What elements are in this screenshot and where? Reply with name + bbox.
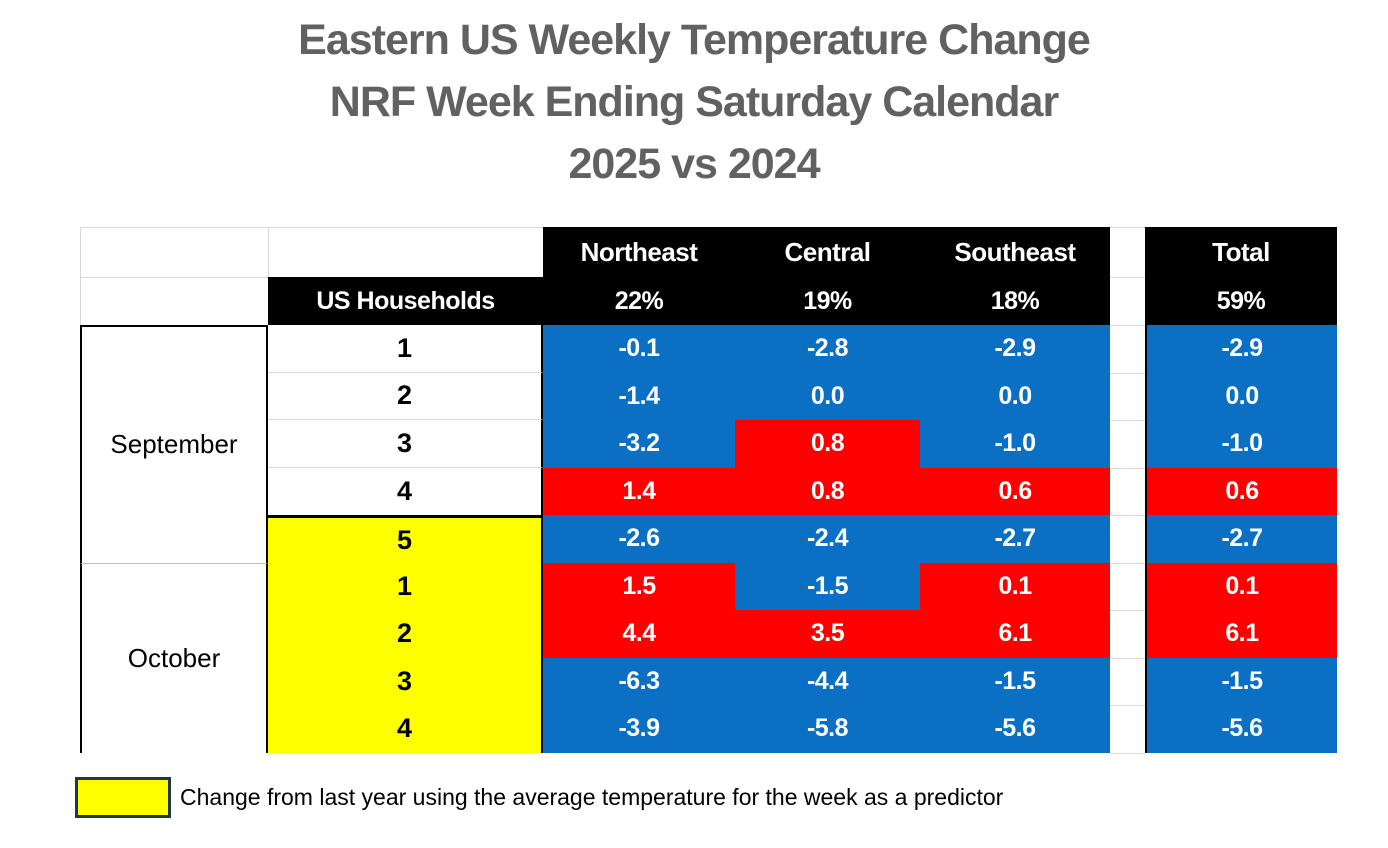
week-cell-september-5: 5 — [268, 515, 543, 563]
value-cell-september-w2-total: 0.0 — [1145, 372, 1337, 420]
column-header-total: Total 59% — [1145, 227, 1337, 325]
value-cell-september-w5-northeast: -2.6 — [543, 515, 735, 563]
column-header-label: Total — [1212, 237, 1270, 267]
value-cell-october-w4-northeast: -3.9 — [543, 705, 735, 753]
chart-title-line-2: NRF Week Ending Saturday Calendar — [329, 78, 1059, 126]
gridline — [1110, 227, 1145, 228]
value-cell-september-w5-southeast: -2.7 — [920, 515, 1110, 563]
gridline — [1110, 657, 1145, 659]
value-cell-september-w1-northeast: -0.1 — [543, 325, 735, 373]
value-cell-october-w1-northeast: 1.5 — [543, 562, 735, 610]
gridline — [1110, 562, 1145, 564]
week-cell-october-1: 1 — [268, 562, 543, 610]
value-cell-september-w4-central: 0.8 — [735, 467, 920, 515]
gridline — [80, 277, 268, 278]
gridline — [1110, 610, 1145, 611]
value-cell-september-w1-southeast: -2.9 — [920, 325, 1110, 373]
value-cell-october-w1-southeast: 0.1 — [920, 562, 1110, 610]
value-cell-september-w2-central: 0.0 — [735, 372, 920, 420]
households-row-label: US Households — [268, 277, 543, 325]
households-share-value: 18% — [990, 287, 1040, 315]
value-cell-october-w2-southeast: 6.1 — [920, 610, 1110, 658]
gridline — [1110, 752, 1145, 754]
chart-title-line-3: 2025 vs 2024 — [568, 140, 820, 188]
value-cell-october-w1-central: -1.5 — [735, 562, 920, 610]
gridline — [1110, 277, 1145, 278]
value-cell-september-w3-total: -1.0 — [1145, 420, 1337, 468]
chart-title: Eastern US Weekly Temperature Change NRF… — [0, 9, 1388, 195]
month-cell-september: September — [80, 325, 268, 563]
legend-text: Change from last year using the average … — [180, 784, 1004, 810]
legend-predictor-swatch — [75, 777, 171, 818]
value-cell-september-w2-northeast: -1.4 — [543, 372, 735, 420]
value-cell-october-w4-central: -5.8 — [735, 705, 920, 753]
value-cell-october-w3-central: -4.4 — [735, 657, 920, 705]
gridline — [80, 227, 81, 325]
gridline — [1110, 372, 1145, 374]
column-header-label: Southeast — [954, 237, 1076, 267]
value-cell-september-w4-southeast: 0.6 — [920, 467, 1110, 515]
gridline — [1110, 515, 1145, 516]
column-header-central: Central 19% — [735, 227, 920, 325]
value-cell-september-w5-central: -2.4 — [735, 515, 920, 563]
value-cell-october-w3-total: -1.5 — [1145, 657, 1337, 705]
week-cell-october-4: 4 — [268, 705, 543, 753]
value-cell-september-w3-northeast: -3.2 — [543, 420, 735, 468]
month-cell-october: October — [80, 562, 268, 753]
value-cell-september-w1-total: -2.9 — [1145, 325, 1337, 373]
value-cell-october-w2-total: 6.1 — [1145, 610, 1337, 658]
value-cell-october-w4-southeast: -5.6 — [920, 705, 1110, 753]
column-header-northeast: Northeast 22% — [543, 227, 735, 325]
value-cell-september-w4-northeast: 1.4 — [543, 467, 735, 515]
week-cell-september-4: 4 — [268, 467, 543, 515]
gridline — [80, 227, 543, 228]
value-cell-october-w2-central: 3.5 — [735, 610, 920, 658]
value-cell-september-w1-central: -2.8 — [735, 325, 920, 373]
chart-title-line-1: Eastern US Weekly Temperature Change — [298, 16, 1091, 64]
week-cell-october-3: 3 — [268, 657, 543, 705]
week-cell-september-2: 2 — [268, 372, 543, 420]
value-cell-october-w3-northeast: -6.3 — [543, 657, 735, 705]
week-cell-september-3: 3 — [268, 420, 543, 468]
households-share-value: 22% — [614, 287, 664, 315]
column-header-label: Northeast — [580, 237, 698, 267]
column-header-southeast: Southeast 18% — [920, 227, 1110, 325]
gridline — [1110, 325, 1145, 326]
gridline — [1110, 420, 1145, 421]
value-cell-september-w3-central: 0.8 — [735, 420, 920, 468]
gridline — [1110, 467, 1145, 469]
value-cell-september-w5-total: -2.7 — [1145, 515, 1337, 563]
column-header-label: Central — [784, 237, 871, 267]
spreadsheet: Northeast 22% Central 19% Southeast 18% … — [80, 227, 1337, 754]
value-cell-october-w4-total: -5.6 — [1145, 705, 1337, 753]
value-cell-october-w2-northeast: 4.4 — [543, 610, 735, 658]
value-cell-september-w3-southeast: -1.0 — [920, 420, 1110, 468]
value-cell-september-w2-southeast: 0.0 — [920, 372, 1110, 420]
week-cell-september-1: 1 — [268, 325, 543, 373]
week-cell-october-2: 2 — [268, 610, 543, 658]
gridline — [1110, 705, 1145, 706]
value-cell-october-w1-total: 0.1 — [1145, 562, 1337, 610]
value-cell-september-w4-total: 0.6 — [1145, 467, 1337, 515]
households-share-value: 19% — [803, 287, 852, 315]
value-cell-october-w3-southeast: -1.5 — [920, 657, 1110, 705]
gridline — [268, 227, 269, 277]
households-share-value: 59% — [1216, 287, 1266, 315]
